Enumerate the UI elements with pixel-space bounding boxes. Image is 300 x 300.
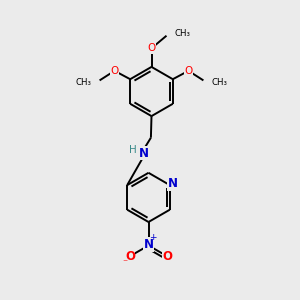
Text: CH₃: CH₃ (175, 29, 191, 38)
Text: CH₃: CH₃ (75, 78, 91, 87)
Text: N: N (139, 147, 149, 160)
Text: O: O (162, 250, 172, 263)
Text: H: H (129, 145, 137, 155)
Text: O: O (184, 66, 193, 76)
Text: O: O (125, 250, 135, 263)
Text: O: O (110, 66, 119, 76)
Text: +: + (150, 233, 157, 242)
Text: O: O (147, 43, 156, 53)
Text: CH₃: CH₃ (212, 78, 228, 87)
Text: ⁻: ⁻ (122, 258, 127, 268)
Text: N: N (168, 177, 178, 190)
Text: N: N (143, 238, 154, 251)
